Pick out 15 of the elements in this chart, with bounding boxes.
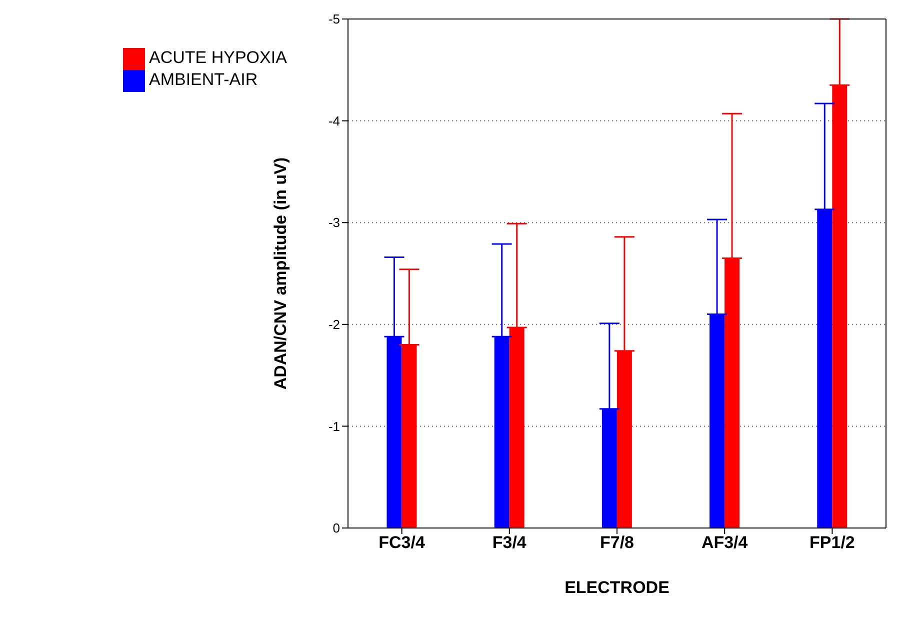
y-tick-label: 0	[332, 520, 340, 536]
x-tick-label: FP1/2	[810, 533, 855, 552]
x-tick-label: FC3/4	[378, 533, 426, 552]
y-tick-label: -4	[328, 113, 340, 128]
x-tick-label: F3/4	[492, 533, 527, 552]
legend-label: AMBIENT-AIR	[149, 70, 258, 90]
x-tick-label: F7/8	[600, 533, 634, 552]
x-axis-title: ELECTRODE	[564, 578, 670, 597]
y-tick-label: -2	[328, 317, 340, 332]
y-tick-label: -3	[328, 215, 340, 230]
y-tick-label: -1	[328, 418, 340, 434]
x-tick-label: AF3/4	[701, 533, 748, 552]
y-axis-title: ADAN/CNV amplitude (in uV)	[271, 157, 290, 390]
legend-label: ACUTE HYPOXIA	[149, 48, 287, 68]
y-tick-label: -5	[328, 12, 340, 27]
